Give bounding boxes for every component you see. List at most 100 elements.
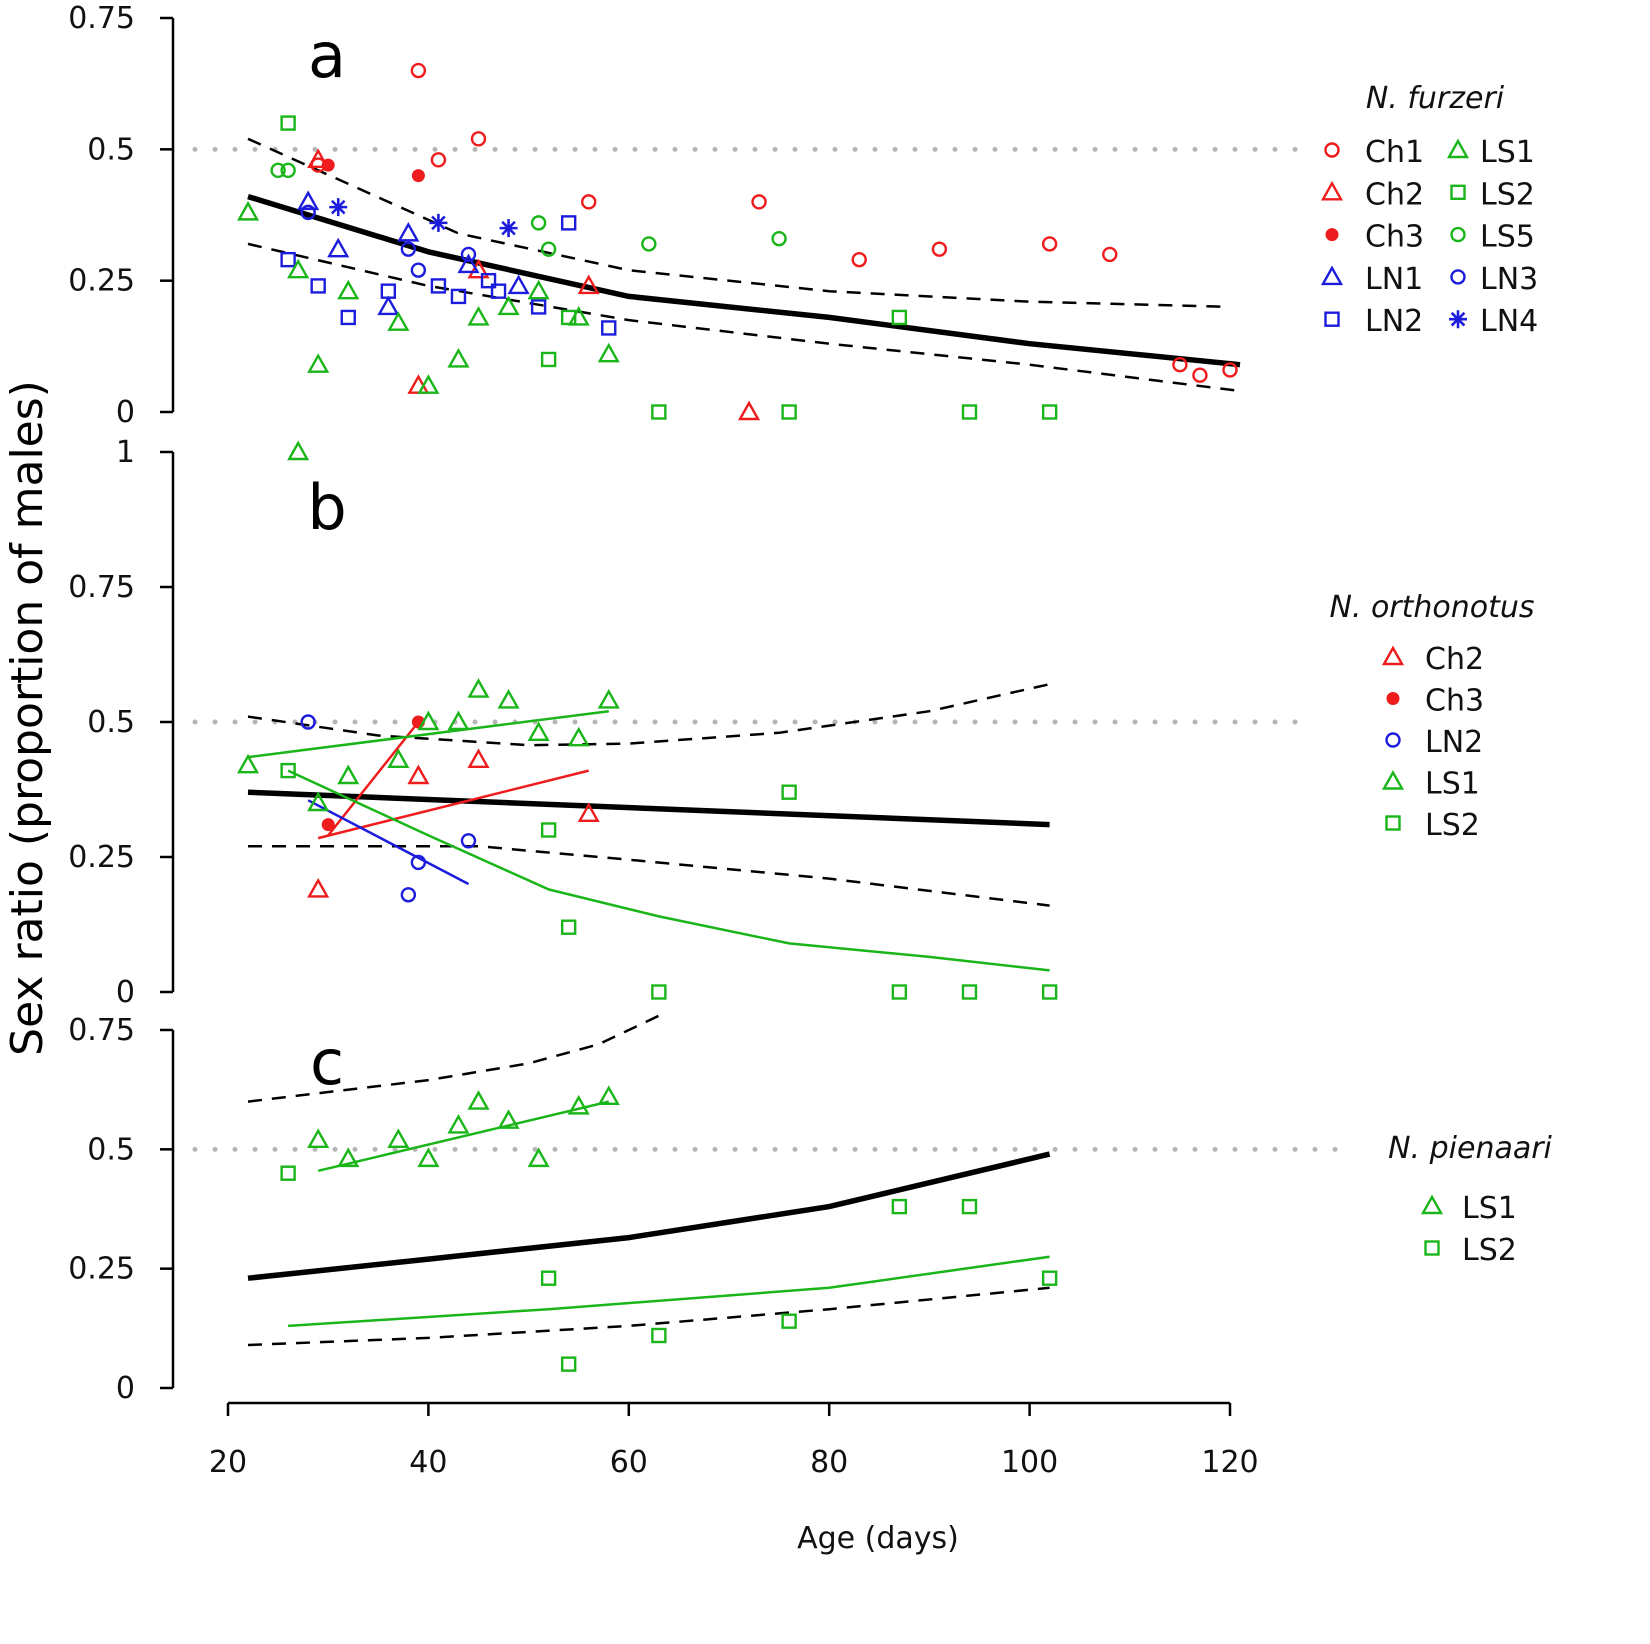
y-tick-label: 0.25 [68,840,135,875]
data-point-LS2 [1041,984,1058,1000]
panel-label: b [307,471,346,544]
data-point-Ch3 [321,158,335,172]
data-point-LS1 [497,295,520,316]
y-tick-label: 0.75 [68,1,135,36]
data-point-LS2 [961,1198,978,1215]
data-point-LS1 [447,348,470,368]
data-point-LS1 [567,726,590,747]
data-point-LS1 [567,1094,590,1115]
data-point-LN3 [300,204,316,221]
data-point-LS1 [307,353,330,373]
data-point-LS1 [597,688,620,709]
data-point-LS2 [540,1270,557,1286]
y-tick-label: 0.75 [68,570,135,605]
legend-marker-LN3 [1450,269,1466,285]
data-point-LS1 [417,710,440,731]
fit-line-dashed [247,242,1241,393]
legend-label-LS2: LS2 [1462,1233,1517,1268]
y-tick-label: 0 [116,1371,135,1406]
y-tick-label: 1 [116,435,135,470]
data-point-LS1 [597,1085,620,1106]
fit-line-dashed [247,1286,1050,1347]
fit-line-thin [307,799,470,886]
data-point-LS1 [417,1147,440,1168]
data-point-LN3 [400,241,417,257]
series-LS1 [236,200,620,394]
data-point-LN2 [300,714,316,730]
fit-line-thin [317,769,590,840]
y-tick-label: 0 [116,975,135,1010]
legend-label-Ch2: Ch2 [1425,642,1484,677]
data-point-LN1 [457,253,480,274]
series-LS2 [280,1165,1058,1372]
legend-label-Ch3: Ch3 [1365,220,1424,255]
legend-marker-LS2 [1424,1240,1440,1256]
data-point-LS1 [467,1090,490,1110]
series-Ch2 [307,748,600,898]
x-axis: 20 40 60 80 100 120 [209,1401,1259,1480]
data-point-LS1 [236,753,260,774]
data-point-Ch1 [1172,357,1188,373]
data-point-LN2 [280,251,296,268]
series-LN4 [329,198,518,238]
legend-marker-LS1 [1420,1194,1444,1215]
data-point-LS1 [527,1147,550,1168]
y-tick-label: 0 [116,395,135,430]
x-tick-label: 120 [1201,1445,1258,1480]
legend-label-Ch1: Ch1 [1365,135,1424,170]
data-point-Ch1 [751,194,767,210]
data-point-Ch1 [1041,236,1058,252]
legend-label-LN4: LN4 [1480,304,1538,339]
panel-a: 0 0.25 0.5 0.75 a N. furzeri Ch1 Ch2 Ch3 LN1 LN2 LS… [68,1,1538,430]
fit-line-dashed [248,844,1050,907]
data-point-LS1 [337,764,360,785]
data-point-LS1 [287,258,310,279]
series-LN3 [300,204,477,278]
data-point-Ch1 [931,241,948,257]
data-point-Ch1 [1222,362,1238,378]
legend-marker-Ch3 [1386,692,1400,705]
data-point-LS1 [497,688,520,709]
data-point-Ch2 [577,802,600,822]
legend-title: N. pienaari [1388,1131,1552,1166]
series-LS5 [270,162,787,257]
data-point-Ch1 [430,152,447,168]
series-Ch2 [307,148,761,421]
data-point-LS2 [1041,1270,1058,1286]
legend-b: N. orthonotus Ch2 Ch3 LN2 LS1 LS2 [1329,590,1534,843]
data-point-LS5 [280,162,296,179]
data-point-LS2 [560,1356,577,1372]
y-axis-label: Sex ratio (proportion of males) [2,380,53,1056]
data-point-LS2 [891,984,908,1000]
fit-line-dashed [247,1014,660,1103]
x-tick-label: 20 [209,1445,247,1480]
data-point-LN1 [377,295,400,316]
fit-line-thin [287,769,1050,972]
data-point-Ch2 [467,748,490,768]
fit-line-dashed [247,137,1231,309]
data-point-LS2 [560,919,577,935]
data-point-LS5 [771,230,787,247]
y-tick-label: 0.25 [68,264,135,299]
legend-label-LN3: LN3 [1480,262,1538,297]
y-tick-label: 0.25 [68,1252,135,1287]
data-point-LS2 [781,784,797,800]
data-point-LN1 [507,274,530,295]
data-point-LN2 [490,283,507,299]
data-point-Ch2 [737,400,761,421]
fit-line-thin [288,1255,1050,1328]
series-LS1 [307,1085,620,1168]
legend-c: N. pienaari LS1 LS2 [1388,1131,1552,1268]
legend-label-LS2: LS2 [1480,177,1535,212]
series-LN2 [300,714,477,903]
data-point-Ch2 [577,274,600,295]
data-point-LS5 [540,241,557,257]
series-LS2 [280,762,1058,1000]
data-point-LS2 [280,762,296,779]
data-point-Ch2 [407,764,430,785]
fit-line-thin [247,709,609,759]
data-point-LS1 [307,1128,330,1148]
fit-line-solid [247,193,1241,368]
legend-label-LN1: LN1 [1365,262,1423,297]
